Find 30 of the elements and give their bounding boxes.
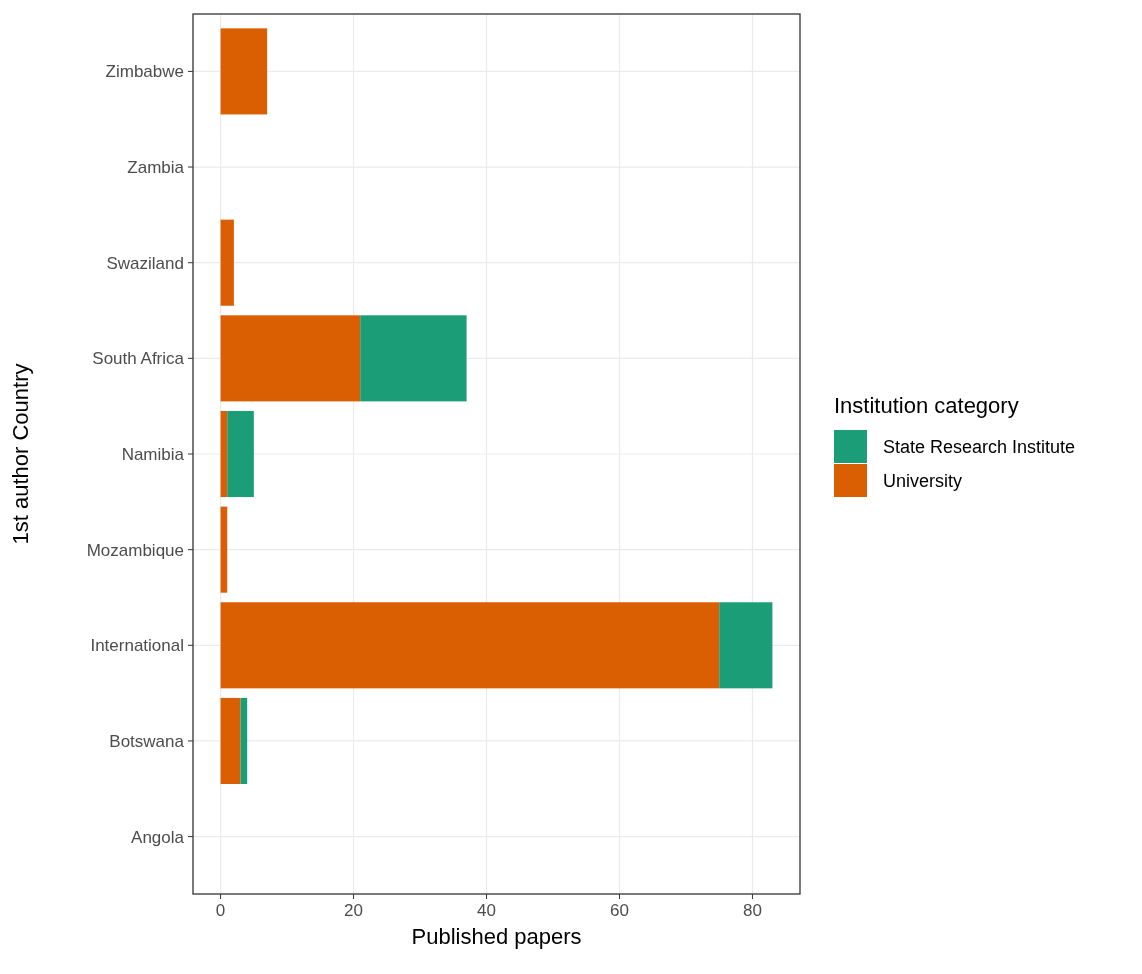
x-tick-label: 80 <box>743 901 762 920</box>
bar <box>220 219 234 306</box>
bar <box>719 602 773 689</box>
legend-title: Institution category <box>834 393 1019 418</box>
bar <box>240 697 248 784</box>
x-tick-label: 40 <box>477 901 496 920</box>
bar <box>220 410 228 498</box>
y-tick-label: Namibia <box>121 445 185 464</box>
y-tick-label: Botswana <box>109 731 185 751</box>
y-tick-label: International <box>90 636 184 656</box>
x-axis-title: Published papers <box>411 924 582 949</box>
y-tick-label: Mozambique <box>86 540 184 560</box>
y-tick-label: Zimbabwe <box>105 62 184 82</box>
legend-label: University <box>883 471 963 491</box>
y-tick-label: South Africa <box>92 349 185 369</box>
x-tick-label: 20 <box>344 901 364 920</box>
y-axis-title: 1st author Country <box>8 363 33 545</box>
bar <box>220 315 361 402</box>
bar <box>220 28 268 115</box>
bar <box>220 602 720 689</box>
y-tick-label: Zambia <box>127 158 185 178</box>
y-tick-label: Swaziland <box>106 253 184 273</box>
y-tick-label: Angola <box>131 827 185 847</box>
bar <box>220 697 241 784</box>
legend-label: State Research Institute <box>883 437 1076 457</box>
bar <box>227 410 254 498</box>
x-tick-label: 0 <box>215 901 226 920</box>
bar <box>220 506 228 593</box>
bar <box>360 315 467 402</box>
x-tick-label: 60 <box>610 901 629 920</box>
